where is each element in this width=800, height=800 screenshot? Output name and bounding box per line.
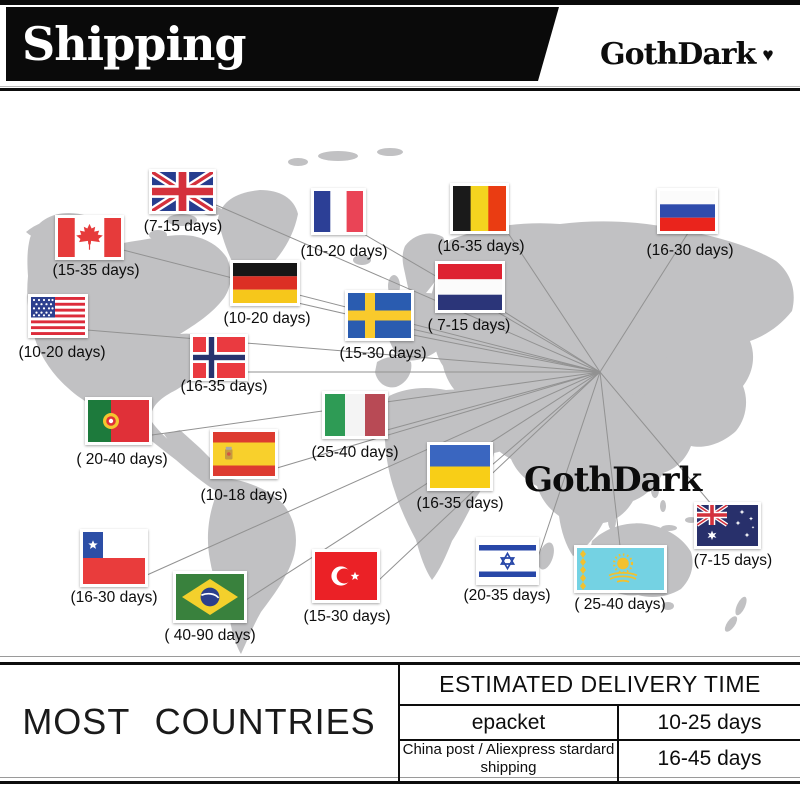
shipping-days-label-brazil: ( 40-90 days) <box>164 627 256 644</box>
shipping-method-china-post: China post / Aliexpress stardard shippin… <box>402 741 615 776</box>
page-title: Shipping <box>22 17 247 71</box>
chile-flag-icon <box>80 529 148 587</box>
header-divider <box>0 88 800 91</box>
canada-flag-icon <box>55 215 124 260</box>
kazakhstan-flag-icon <box>574 545 667 593</box>
spain-flag-icon <box>210 429 278 479</box>
norway-flag-icon <box>190 334 248 381</box>
shipping-days-label-russia: (16-30 days) <box>646 242 734 259</box>
russia-flag-icon <box>657 188 718 234</box>
usa-flag-icon <box>28 294 88 338</box>
brand-logo: GothDark ♥ <box>600 34 790 74</box>
shipping-days-label-belgium: (16-35 days) <box>437 238 525 255</box>
germany-flag-icon <box>230 260 300 306</box>
shipping-days-label-germany: (10-20 days) <box>223 310 311 327</box>
israel-flag-icon <box>476 537 539 585</box>
world-map-section: GothDark <box>0 100 800 660</box>
shipping-days-label-france: (10-20 days) <box>300 243 388 260</box>
shipping-method-epacket: epacket <box>471 710 546 734</box>
shipping-days-label-ukraine: (16-35 days) <box>416 495 504 512</box>
uk-flag-icon <box>149 169 216 214</box>
table-top-rule <box>0 662 800 665</box>
table-row-rule-2 <box>399 739 800 741</box>
table-row-rule-1 <box>399 704 800 706</box>
brand-name: GothDark <box>600 36 756 72</box>
shipping-days-label-italy: (25-40 days) <box>311 444 399 461</box>
australia-flag-icon <box>694 502 761 549</box>
heart-icon: ♥ <box>762 45 774 66</box>
sweden-flag-icon <box>345 290 414 341</box>
shipping-days-label-uk: (7-15 days) <box>143 218 223 235</box>
world-map <box>26 148 794 654</box>
shipping-days-label-kazakhstan: ( 25-40 days) <box>574 596 666 613</box>
france-flag-icon <box>311 188 366 235</box>
table-top-rule-thin <box>0 656 800 657</box>
delivery-time-china-post: 16-45 days <box>657 747 762 770</box>
connector-lines <box>86 204 713 601</box>
table-vertical-rule-2 <box>617 705 619 782</box>
belgium-flag-icon <box>450 183 509 234</box>
shipping-days-label-spain: (10-18 days) <box>200 487 288 504</box>
shipping-days-label-norway: (16-35 days) <box>180 378 268 395</box>
delivery-time-epacket: 10-25 days <box>657 710 762 734</box>
most-countries-label: MOST COUNTRIES <box>22 700 376 742</box>
table-vertical-rule-1 <box>398 663 400 782</box>
shipping-days-label-turkey: (15-30 days) <box>303 608 391 625</box>
netherlands-flag-icon <box>435 261 505 313</box>
shipping-days-label-australia: (7-15 days) <box>693 552 773 569</box>
shipping-days-label-chile: (16-30 days) <box>70 589 158 606</box>
estimated-delivery-time-header: ESTIMATED DELIVERY TIME <box>439 671 761 697</box>
table-bottom-rule-thin <box>0 777 800 778</box>
italy-flag-icon <box>322 391 388 439</box>
shipping-days-label-usa: (10-20 days) <box>18 344 106 361</box>
map-watermark: GothDark <box>524 460 702 500</box>
brazil-flag-icon <box>173 571 247 623</box>
shipping-days-label-portugal: ( 20-40 days) <box>76 451 168 468</box>
shipping-days-label-israel: (20-35 days) <box>463 587 551 604</box>
shipping-banner: Shipping <box>6 7 559 81</box>
shipping-days-label-netherlands: ( 7-15 days) <box>427 317 511 334</box>
portugal-flag-icon <box>85 397 152 445</box>
shipping-days-label-sweden: (15-30 days) <box>339 345 427 362</box>
ukraine-flag-icon <box>427 442 493 491</box>
top-border <box>0 0 800 5</box>
shipping-days-label-canada: (15-35 days) <box>52 262 140 279</box>
table-bottom-rule <box>0 781 800 784</box>
turkey-flag-icon <box>312 549 380 603</box>
header-divider-thin <box>0 86 800 87</box>
